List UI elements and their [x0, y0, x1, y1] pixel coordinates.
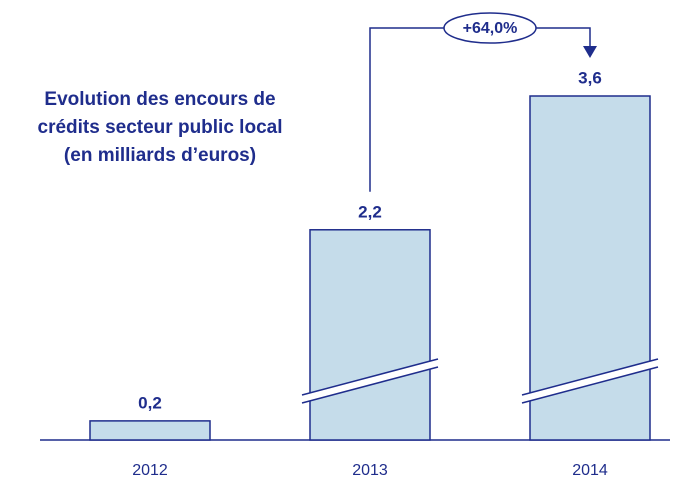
value-label: 0,2: [138, 393, 162, 412]
bar: [309, 229, 431, 441]
chart-title: (en milliards d’euros): [64, 145, 256, 166]
chart-title: crédits secteur public local: [38, 117, 283, 138]
annotation: +64,0%: [463, 20, 518, 37]
value-label: 3,6: [578, 68, 602, 87]
axis-break-line: [301, 366, 439, 404]
axis-break-line: [521, 358, 659, 396]
axis-break-line: [521, 366, 659, 404]
arrow-head: [583, 46, 597, 58]
annotation-oval: [443, 12, 537, 44]
axis-break: [302, 359, 438, 403]
x-tick-label: 2012: [132, 462, 168, 479]
bar: [89, 420, 211, 441]
axis-break: [522, 359, 658, 403]
value-label: 2,2: [358, 202, 382, 221]
axis-break-line: [301, 358, 439, 396]
chart-title: Evolution des encours de: [44, 89, 275, 110]
x-tick-label: 2013: [352, 462, 388, 479]
x-tick-label: 2014: [572, 462, 608, 479]
